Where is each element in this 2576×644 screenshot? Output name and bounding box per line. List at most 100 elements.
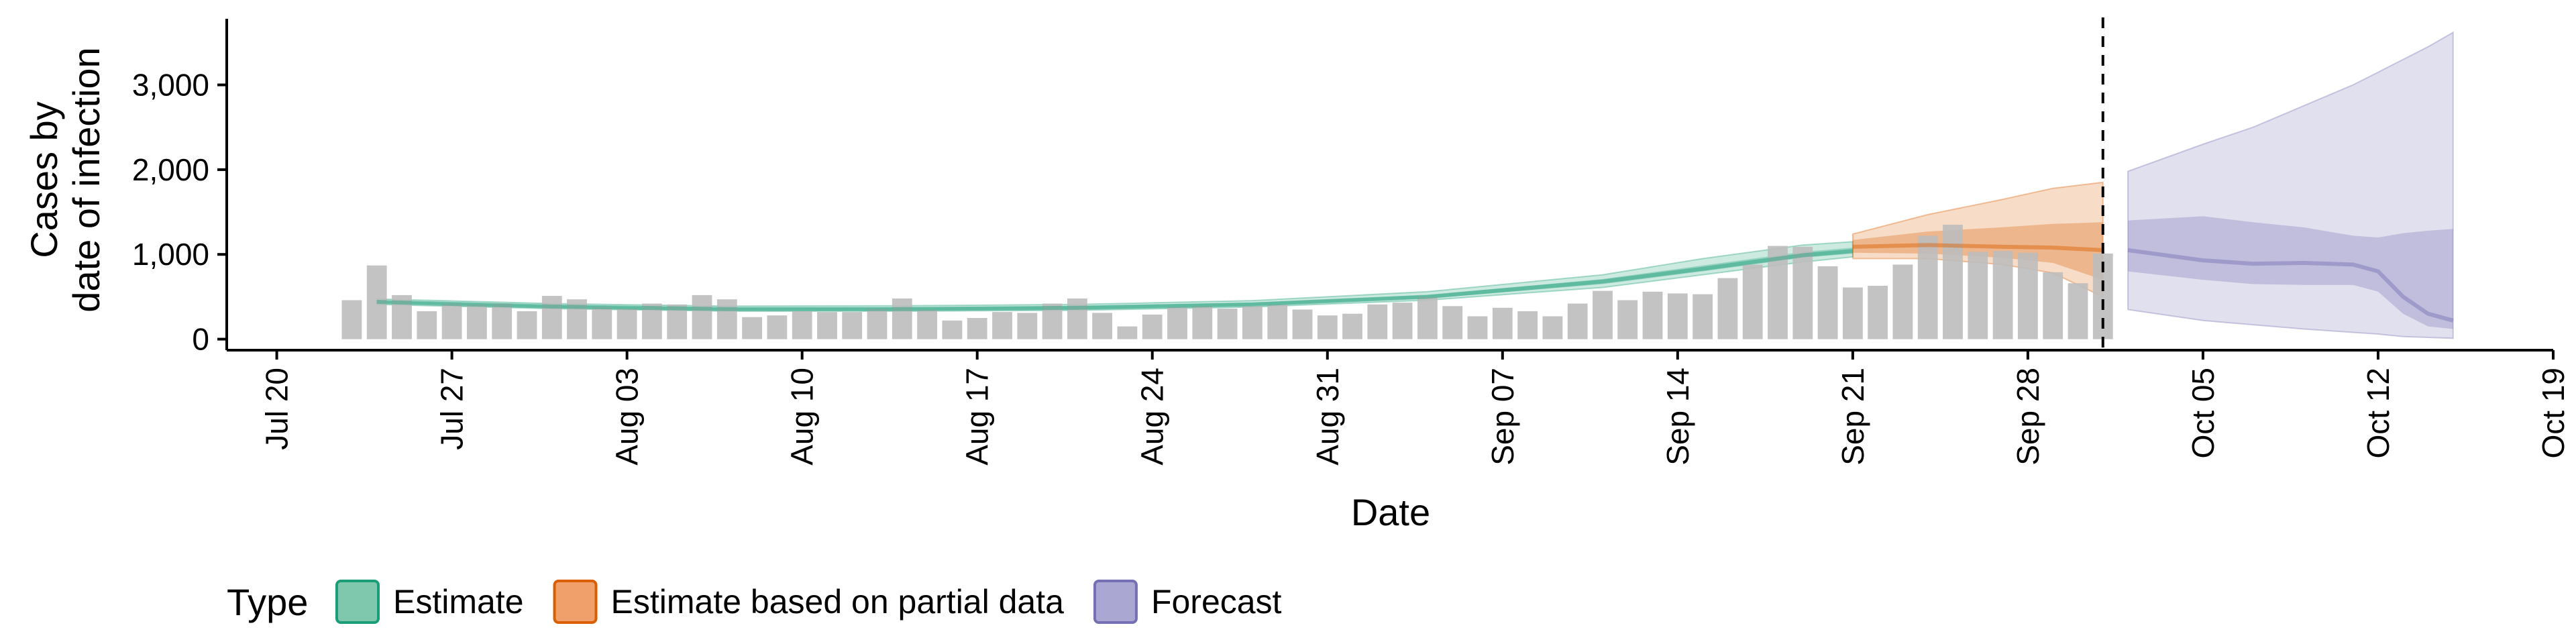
x-tick-label: Aug 03 — [610, 368, 645, 466]
bar — [1742, 264, 1763, 339]
bar — [692, 294, 712, 339]
bar — [1242, 306, 1263, 339]
legend-label-estimate: Estimate — [393, 583, 524, 621]
bar — [2018, 252, 2038, 339]
x-axis: Jul 20 Jul 27 Aug 03 Aug 10 Aug 17 Aug 24 Aug … — [260, 350, 2571, 466]
bar — [1717, 278, 1738, 339]
bar — [1868, 286, 1888, 339]
bar — [1442, 306, 1463, 339]
bar — [1467, 316, 1488, 339]
bar — [1617, 300, 1638, 339]
bar-layer — [341, 225, 2113, 339]
x-tick-label: Sep 28 — [2010, 368, 2045, 466]
bar — [467, 304, 487, 339]
bar — [1892, 264, 1913, 339]
forecast-median-line — [2127, 248, 2454, 323]
bar — [417, 311, 437, 339]
estimate-based-on-partial-data-median-line — [1852, 243, 2103, 252]
bar — [1992, 251, 2013, 339]
bar — [1142, 314, 1163, 339]
median-layer — [376, 243, 2454, 323]
forecast-inner-ribbon — [2128, 216, 2453, 329]
bar — [667, 304, 688, 339]
bar — [1768, 246, 1788, 339]
bar — [1017, 313, 1038, 339]
bar — [492, 303, 513, 339]
legend-label-estimate-based-on-partial-data: Estimate based on partial data — [611, 583, 1065, 621]
bar — [1192, 306, 1213, 339]
bar — [1417, 297, 1438, 339]
y-tick-label: 0 — [192, 322, 209, 357]
bar — [1943, 225, 1963, 339]
bar — [1517, 311, 1538, 339]
bar — [341, 300, 362, 339]
x-tick-label: Oct 12 — [2361, 368, 2396, 459]
y-tick-label: 1,000 — [132, 237, 209, 272]
bar — [1492, 307, 1513, 339]
x-tick-label: Sep 14 — [1660, 368, 1695, 466]
legend-title: Type — [227, 581, 308, 623]
bar — [867, 309, 888, 339]
bar — [792, 311, 812, 339]
x-tick-label: Aug 10 — [785, 368, 820, 466]
y-tick-label: 3,000 — [132, 68, 209, 103]
y-axis-title-line-2: date of infection — [65, 47, 107, 312]
bar — [742, 317, 762, 339]
bar — [2043, 272, 2063, 339]
legend: Type Estimate Estimate based on partial d… — [227, 580, 1282, 624]
bar — [1367, 304, 1388, 339]
x-tick-label: Sep 21 — [1835, 368, 1870, 466]
estimate-median-line — [376, 249, 1854, 311]
bar — [1317, 315, 1338, 339]
legend-key-estimate — [335, 580, 380, 624]
bar — [967, 318, 987, 339]
bar — [517, 311, 537, 339]
bar — [917, 309, 937, 339]
x-tick-label: Oct 05 — [2186, 368, 2220, 459]
bar — [541, 296, 562, 339]
y-tick-label: 2,000 — [132, 152, 209, 187]
bar — [642, 303, 662, 339]
bar — [1342, 313, 1362, 339]
bar — [1792, 246, 1813, 339]
bar — [1693, 294, 1713, 339]
x-tick-label: Sep 07 — [1485, 368, 1520, 466]
bar — [892, 298, 912, 339]
bar — [716, 299, 737, 339]
bar — [1843, 287, 1863, 339]
bar — [441, 303, 462, 339]
legend-label-forecast: Forecast — [1151, 583, 1282, 621]
bar — [1593, 290, 1613, 339]
legend-key-estimate-based-on-partial-data — [553, 580, 598, 624]
y-axis: 0 1,000 2,000 3,000 — [132, 68, 227, 357]
bar — [1042, 303, 1063, 339]
x-tick-label: Aug 17 — [960, 368, 995, 466]
bar — [1267, 304, 1288, 339]
forecast-outer-ribbon — [2127, 31, 2454, 339]
legend-items: Estimate Estimate based on partial data Fo… — [335, 580, 1282, 624]
bar — [2068, 283, 2088, 339]
bar — [592, 307, 612, 339]
x-tick-label: Jul 20 — [260, 368, 294, 450]
bar — [817, 312, 837, 339]
bar — [992, 312, 1012, 339]
y-axis-title: Cases by date of infection — [23, 47, 107, 312]
bar — [1392, 303, 1413, 339]
bar — [767, 315, 788, 339]
bar — [567, 299, 587, 339]
bar — [1167, 307, 1187, 339]
bar — [1117, 326, 1138, 339]
x-tick-label: Jul 27 — [435, 368, 470, 450]
ribbon-layer — [376, 31, 2454, 339]
x-tick-label: Aug 31 — [1310, 368, 1345, 466]
estimate-based-on-partial-data-inner-ribbon — [1852, 222, 2103, 280]
bar — [1667, 293, 1688, 339]
bar — [1817, 266, 1838, 339]
bar — [1917, 235, 1938, 339]
x-tick-label: Oct 19 — [2536, 368, 2571, 459]
bar — [1217, 309, 1238, 339]
x-tick-label: Aug 24 — [1135, 368, 1170, 466]
bar — [1292, 309, 1313, 339]
legend-key-forecast — [1093, 580, 1138, 624]
